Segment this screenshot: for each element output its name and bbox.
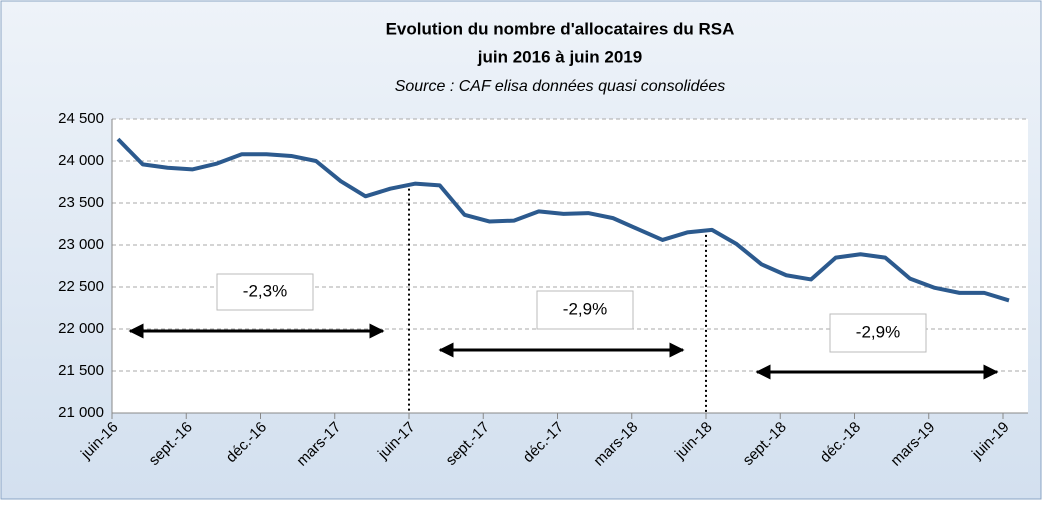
annotation: -2,9% — [856, 322, 900, 341]
source: Source : CAF elisa données quasi consoli… — [395, 78, 726, 95]
plot-area — [112, 119, 1028, 413]
y-tick-label: 23 000 — [58, 236, 104, 253]
y-tick-label: 24 500 — [58, 110, 104, 127]
y-tick-label: 24 000 — [58, 152, 104, 169]
annotation: -2,3% — [243, 281, 287, 300]
annotations: -2,3% -2,9% -2,9% — [128, 273, 999, 380]
y-tick-label: 23 500 — [58, 194, 104, 211]
annotation-box — [536, 290, 634, 330]
annotation: -2,9% — [563, 299, 607, 318]
chart-title: Evolution du nombre d'allocataires du RS… — [386, 19, 735, 38]
data-line — [116, 137, 1010, 303]
y-tick-label: 21 000 — [58, 404, 104, 421]
y-tick-label: 21 500 — [58, 362, 104, 379]
chart-subtitle: juin 2016 à juin 2019 — [477, 47, 642, 66]
annotation-box — [829, 313, 927, 353]
y-tick-label: 22 500 — [58, 278, 104, 295]
annotation-box — [216, 273, 314, 311]
y-tick-label: 22 000 — [58, 320, 104, 337]
